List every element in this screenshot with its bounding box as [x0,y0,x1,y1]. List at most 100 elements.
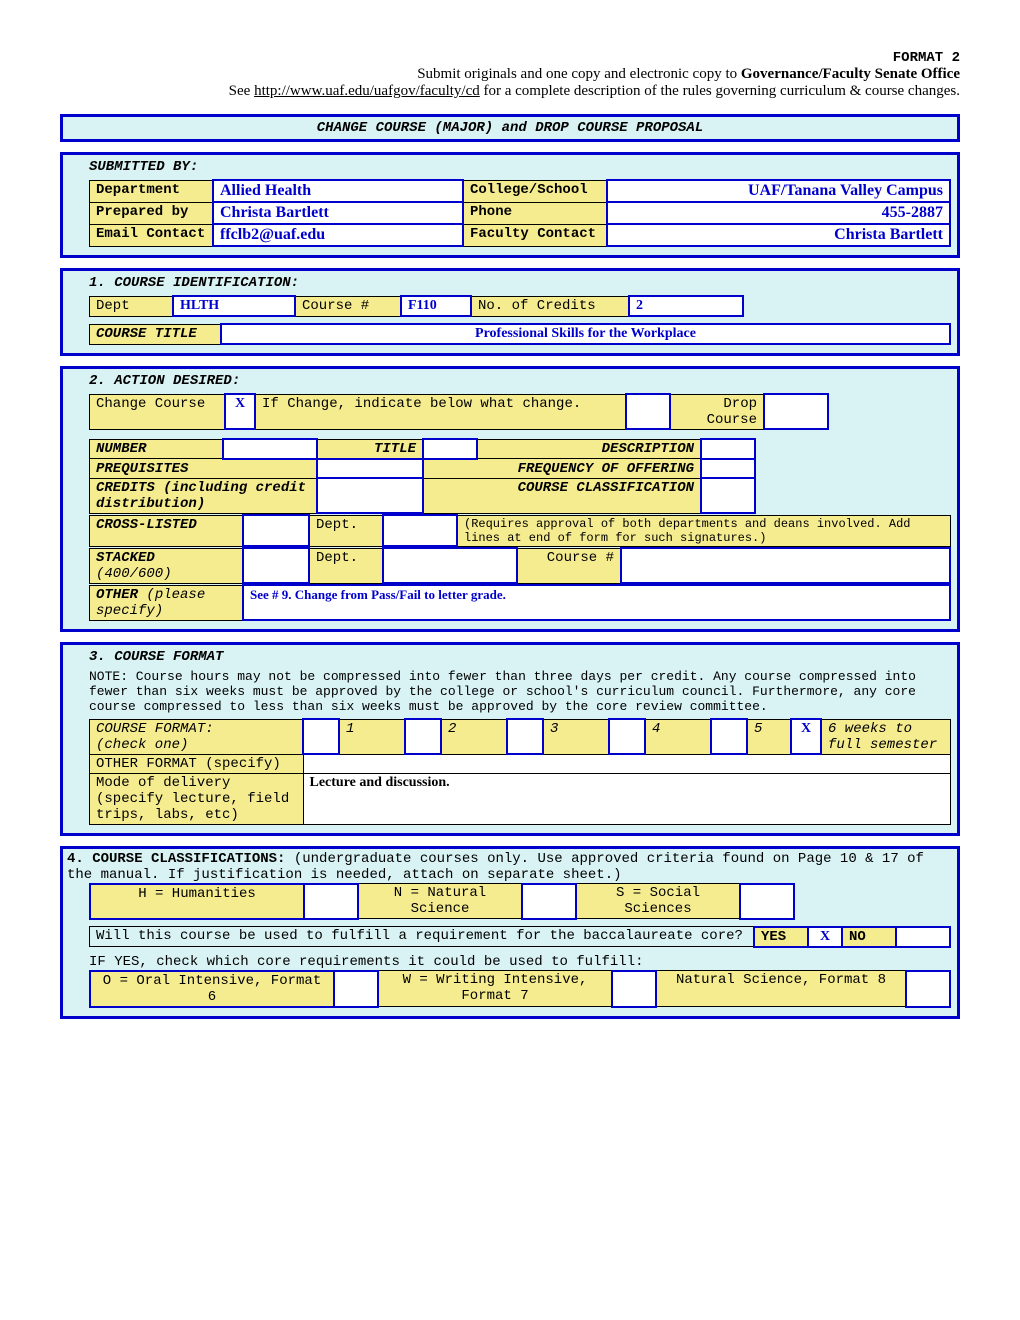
faculty-value[interactable]: Christa Bartlett [607,224,950,246]
mode-label: Mode of delivery (specify lecture, field… [90,773,304,824]
cf-check-2[interactable] [405,719,441,754]
dept-label: Department [90,180,214,202]
no-check[interactable] [896,927,950,947]
title-check[interactable] [423,439,477,459]
core-table: O = Oral Intensive, Format 6 W = Writing… [89,970,951,1008]
h-check[interactable] [304,884,358,919]
freq-label: FREQUENCY OF OFFERING [423,459,701,479]
classification-check[interactable] [701,478,755,513]
other-note[interactable]: See # 9. Change from Pass/Fail to letter… [243,585,950,620]
ns-check[interactable] [906,971,950,1007]
sec2-head: 2. ACTION DESIRED: [63,371,951,393]
cf-check-3[interactable] [507,719,543,754]
desc-check[interactable] [701,439,755,459]
credits-value[interactable]: 2 [629,296,743,316]
mode-value[interactable]: Lecture and discussion. [303,773,951,824]
o-label: O = Oral Intensive, Format 6 [90,971,334,1007]
submitted-by-head: SUBMITTED BY: [89,157,951,179]
faculty-label: Faculty Contact [463,224,607,246]
change-note: If Change, indicate below what change. [255,394,626,429]
sec3-note: NOTE: Course hours may not be compressed… [89,669,951,718]
prereq-label: PREQUISITES [90,459,318,479]
action-table: Change Course X If Change, indicate belo… [89,393,951,430]
cf-label: COURSE FORMAT: (check one) [90,719,304,754]
cross-dept-value[interactable] [383,515,457,546]
stacked-label: STACKED (400/600) [90,548,244,583]
cf-check-6[interactable]: X [791,719,821,754]
credits-label: No. of Credits [471,296,629,316]
cf-5: 5 [747,719,791,754]
other-label: OTHER (please specify) [90,585,244,620]
cf-check-1[interactable] [303,719,339,754]
freq-check[interactable] [701,459,755,479]
cf-6: 6 weeks to full semester [821,719,951,754]
college-value[interactable]: UAF/Tanana Valley Campus [607,180,950,202]
dept-code-label: Dept [90,296,174,316]
change-spacer [626,394,670,429]
change-grid: NUMBER TITLE DESCRIPTION PREQUISITES FRE… [89,438,951,514]
stack-dept-label: Dept. [309,548,383,583]
sec3-head: 3. COURSE FORMAT [63,647,951,669]
s-check[interactable] [740,884,794,919]
stack-cnum-label: Course # [517,548,621,583]
prereq-check[interactable] [317,459,423,479]
other-format-value[interactable] [303,754,951,773]
stacked-check[interactable] [243,548,309,583]
credits-dist-label: CREDITS (including credit distribution) [90,478,318,513]
cf-2: 2 [441,719,507,754]
o-check[interactable] [334,971,378,1007]
dept-code-value[interactable]: HLTH [173,296,295,316]
n-label: N = Natural Science [358,884,522,919]
ns-label: Natural Science, Format 8 [656,971,906,1007]
n-check[interactable] [522,884,576,919]
stack-dept-value[interactable] [383,548,517,583]
course-id-table: Dept HLTH Course # F110 No. of Credits 2 [89,295,951,317]
core-q: IF YES, check which core requirements it… [89,954,951,970]
course-title-table: COURSE TITLE Professional Skills for the… [89,323,951,345]
cross-dept-label: Dept. [309,515,383,546]
yes-label: YES [754,927,808,947]
credits-dist-check[interactable] [317,478,423,513]
action-desired-section: 2. ACTION DESIRED: Change Course X If Ch… [60,366,960,632]
w-check[interactable] [612,971,656,1007]
course-num-value[interactable]: F110 [401,296,471,316]
classification-label: COURSE CLASSIFICATION [423,478,701,513]
hns-table: H = Humanities N = Natural Science S = S… [89,883,951,920]
change-course-label: Change Course [90,394,226,429]
stacked-table: STACKED (400/600) Dept. Course # [89,547,951,584]
cross-listed-check[interactable] [243,515,309,546]
number-check[interactable] [223,439,317,459]
drop-course-check[interactable] [764,394,828,429]
see-line: See http://www.uaf.edu/uafgov/faculty/cd… [60,83,960,100]
cf-check-4[interactable] [609,719,645,754]
submitted-by-table: Department Allied Health College/School … [89,179,951,247]
format-header: FORMAT 2 [60,50,960,66]
course-format-table: COURSE FORMAT: (check one) 1 2 3 4 5 X 6… [89,718,951,825]
submitted-by-section: SUBMITTED BY: Department Allied Health C… [60,152,960,258]
college-label: College/School [463,180,607,202]
change-course-check[interactable]: X [225,394,255,429]
course-class-section: 4. COURSE CLASSIFICATIONS: (undergraduat… [60,846,960,1019]
number-label: NUMBER [90,439,224,459]
course-title-label: COURSE TITLE [90,324,222,344]
drop-course-label: Drop Course [670,394,764,429]
email-value[interactable]: ffclb2@uaf.edu [213,224,463,246]
course-num-label: Course # [295,296,401,316]
phone-label: Phone [463,202,607,224]
submit-text-b: Governance/Faculty Senate Office [741,66,960,82]
prepared-value[interactable]: Christa Bartlett [213,202,463,224]
see-b: for a complete description of the rules … [480,83,960,99]
stack-cnum-value[interactable] [621,548,950,583]
yes-check[interactable]: X [808,927,842,947]
dept-value[interactable]: Allied Health [213,180,463,202]
submit-text-a: Submit originals and one copy and electr… [417,66,741,82]
phone-value[interactable]: 455-2887 [607,202,950,224]
title-bar: CHANGE COURSE (MAJOR) and DROP COURSE PR… [60,114,960,142]
h-label: H = Humanities [90,884,304,919]
title-bar-text: CHANGE COURSE (MAJOR) and DROP COURSE PR… [63,117,957,139]
see-link[interactable]: http://www.uaf.edu/uafgov/faculty/cd [254,83,480,99]
cf-check-5[interactable] [711,719,747,754]
course-title-value[interactable]: Professional Skills for the Workplace [221,324,950,344]
submit-line: Submit originals and one copy and electr… [60,66,960,83]
sec4-head: 4. COURSE CLASSIFICATIONS: (undergraduat… [63,851,951,883]
